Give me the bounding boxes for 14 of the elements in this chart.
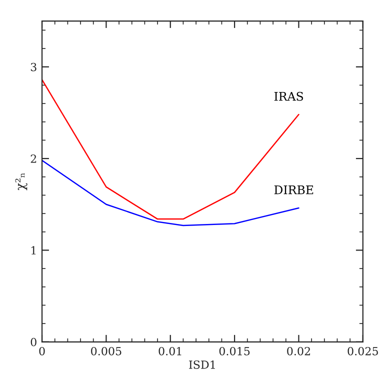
series-label: IRAS — [274, 92, 304, 101]
y-tick-label: 1 — [31, 246, 36, 254]
y-tick-label: 0 — [30, 338, 36, 346]
series-label: DIRBE — [274, 186, 314, 194]
x-axis-title: ISD1 — [189, 360, 215, 369]
x-tick-label: 0 — [39, 346, 45, 356]
x-tick-label: 0.02 — [287, 346, 310, 356]
x-tick-label: 0.01 — [158, 346, 182, 356]
y-axis-title: χ²ₙ — [15, 173, 28, 190]
x-tick-label: 0.025 — [348, 346, 378, 356]
y-tick-label: 3 — [30, 62, 36, 72]
x-tick-label: 0.015 — [219, 346, 250, 356]
x-tick-label: 0.005 — [91, 346, 122, 356]
y-tick-label: 2 — [30, 154, 36, 163]
